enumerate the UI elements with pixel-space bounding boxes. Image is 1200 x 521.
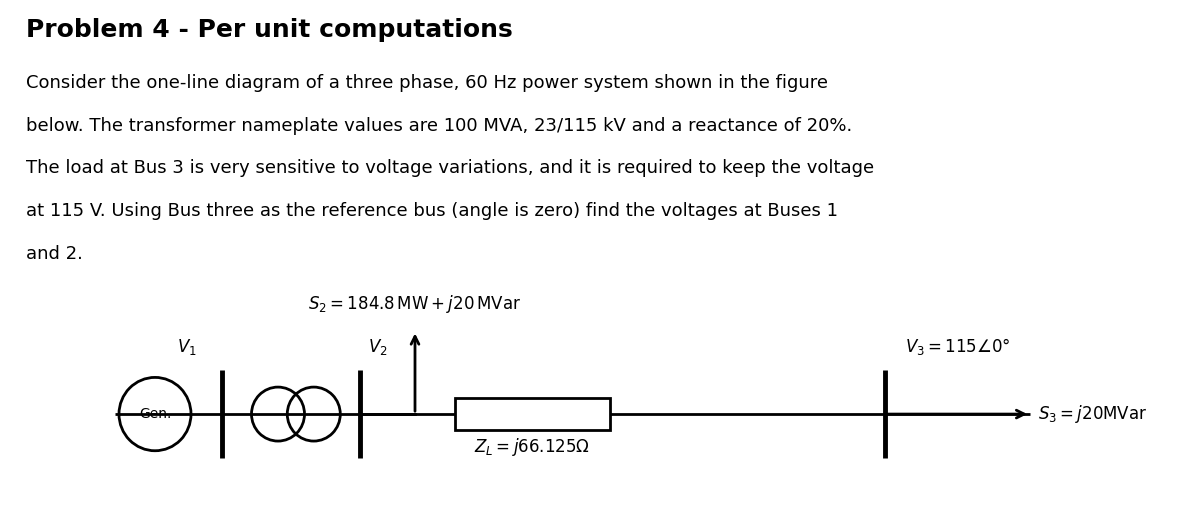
Text: $V_1$: $V_1$ — [178, 337, 197, 357]
Text: $Z_L = j66.125\Omega$: $Z_L = j66.125\Omega$ — [474, 437, 590, 458]
Text: $V_2$: $V_2$ — [368, 337, 388, 357]
Text: at 115 V. Using Bus three as the reference bus (angle is zero) find the voltages: at 115 V. Using Bus three as the referen… — [26, 202, 839, 220]
Text: Problem 4 - Per unit computations: Problem 4 - Per unit computations — [26, 18, 514, 42]
Text: $S_2 = 184.8\,\mathrm{MW} + j20\,\mathrm{MVar}$: $S_2 = 184.8\,\mathrm{MW} + j20\,\mathrm… — [308, 293, 522, 315]
Text: $S_3 = j20\mathrm{MVar}$: $S_3 = j20\mathrm{MVar}$ — [1038, 403, 1147, 425]
Text: Gen.: Gen. — [139, 407, 172, 421]
Text: The load at Bus 3 is very sensitive to voltage variations, and it is required to: The load at Bus 3 is very sensitive to v… — [26, 159, 875, 178]
Text: below. The transformer nameplate values are 100 MVA, 23/115 kV and a reactance o: below. The transformer nameplate values … — [26, 117, 853, 135]
Text: Consider the one-line diagram of a three phase, 60 Hz power system shown in the : Consider the one-line diagram of a three… — [26, 74, 828, 92]
Text: and 2.: and 2. — [26, 245, 83, 263]
Text: $V_3 = 115\angle0°$: $V_3 = 115\angle0°$ — [905, 336, 1010, 357]
Bar — [455, 398, 610, 430]
